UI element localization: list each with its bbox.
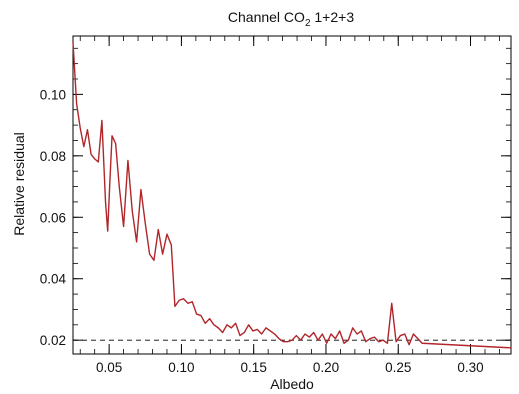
x-tick-label: 0.25: [385, 360, 411, 375]
x-tick-label: 0.10: [168, 360, 194, 375]
x-tick-label: 0.20: [313, 360, 339, 375]
x-tick-label: 0.15: [241, 360, 267, 375]
chart-title-main: Channel CO: [228, 9, 305, 25]
y-axis-label: Relative residual: [11, 132, 27, 236]
chart-title: Channel CO2 1+2+3: [228, 9, 354, 29]
chart-title-subscript: 2: [305, 18, 311, 29]
x-tick-label: 0.05: [96, 360, 122, 375]
y-tick-label: 0.10: [40, 87, 66, 102]
series-line: [72, 42, 512, 349]
y-tick-label: 0.04: [40, 272, 67, 287]
plot-frame: [72, 35, 512, 355]
chart-title-suffix: 1+2+3: [311, 9, 355, 25]
x-axis-label: Albedo: [270, 376, 314, 392]
plot-area: 0.05 0.10 0.15 0.20 0.25 0.30 0.02 0.04 0.06 0.08…: [40, 35, 512, 375]
x-tick-label: 0.30: [457, 360, 483, 375]
y-tick-label: 0.08: [40, 149, 66, 164]
y-tick-label: 0.02: [40, 333, 66, 348]
y-tick-label: 0.06: [40, 210, 66, 225]
